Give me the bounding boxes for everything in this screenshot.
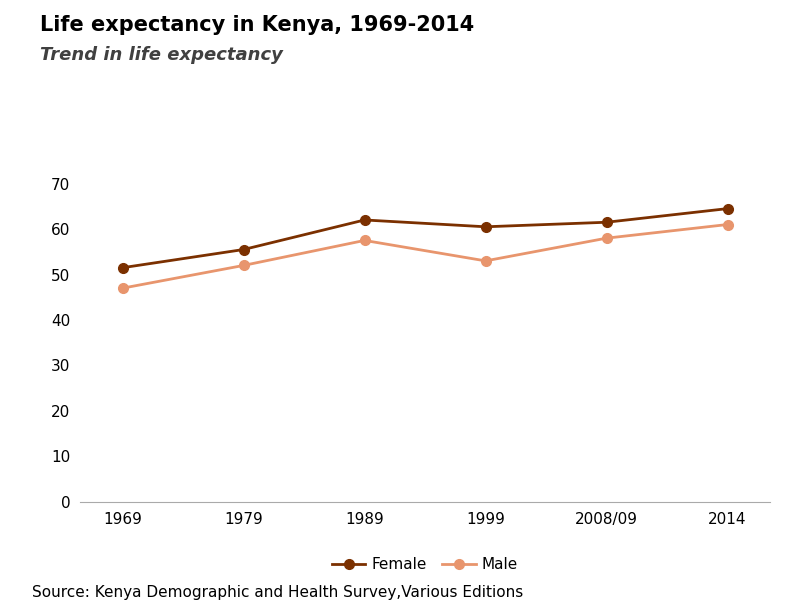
Legend: Female, Male: Female, Male (326, 551, 525, 578)
Text: Trend in life expectancy: Trend in life expectancy (40, 46, 283, 64)
Text: Life expectancy in Kenya, 1969-2014: Life expectancy in Kenya, 1969-2014 (40, 15, 474, 35)
Text: Source: Kenya Demographic and Health Survey,Various Editions: Source: Kenya Demographic and Health Sur… (32, 584, 524, 600)
